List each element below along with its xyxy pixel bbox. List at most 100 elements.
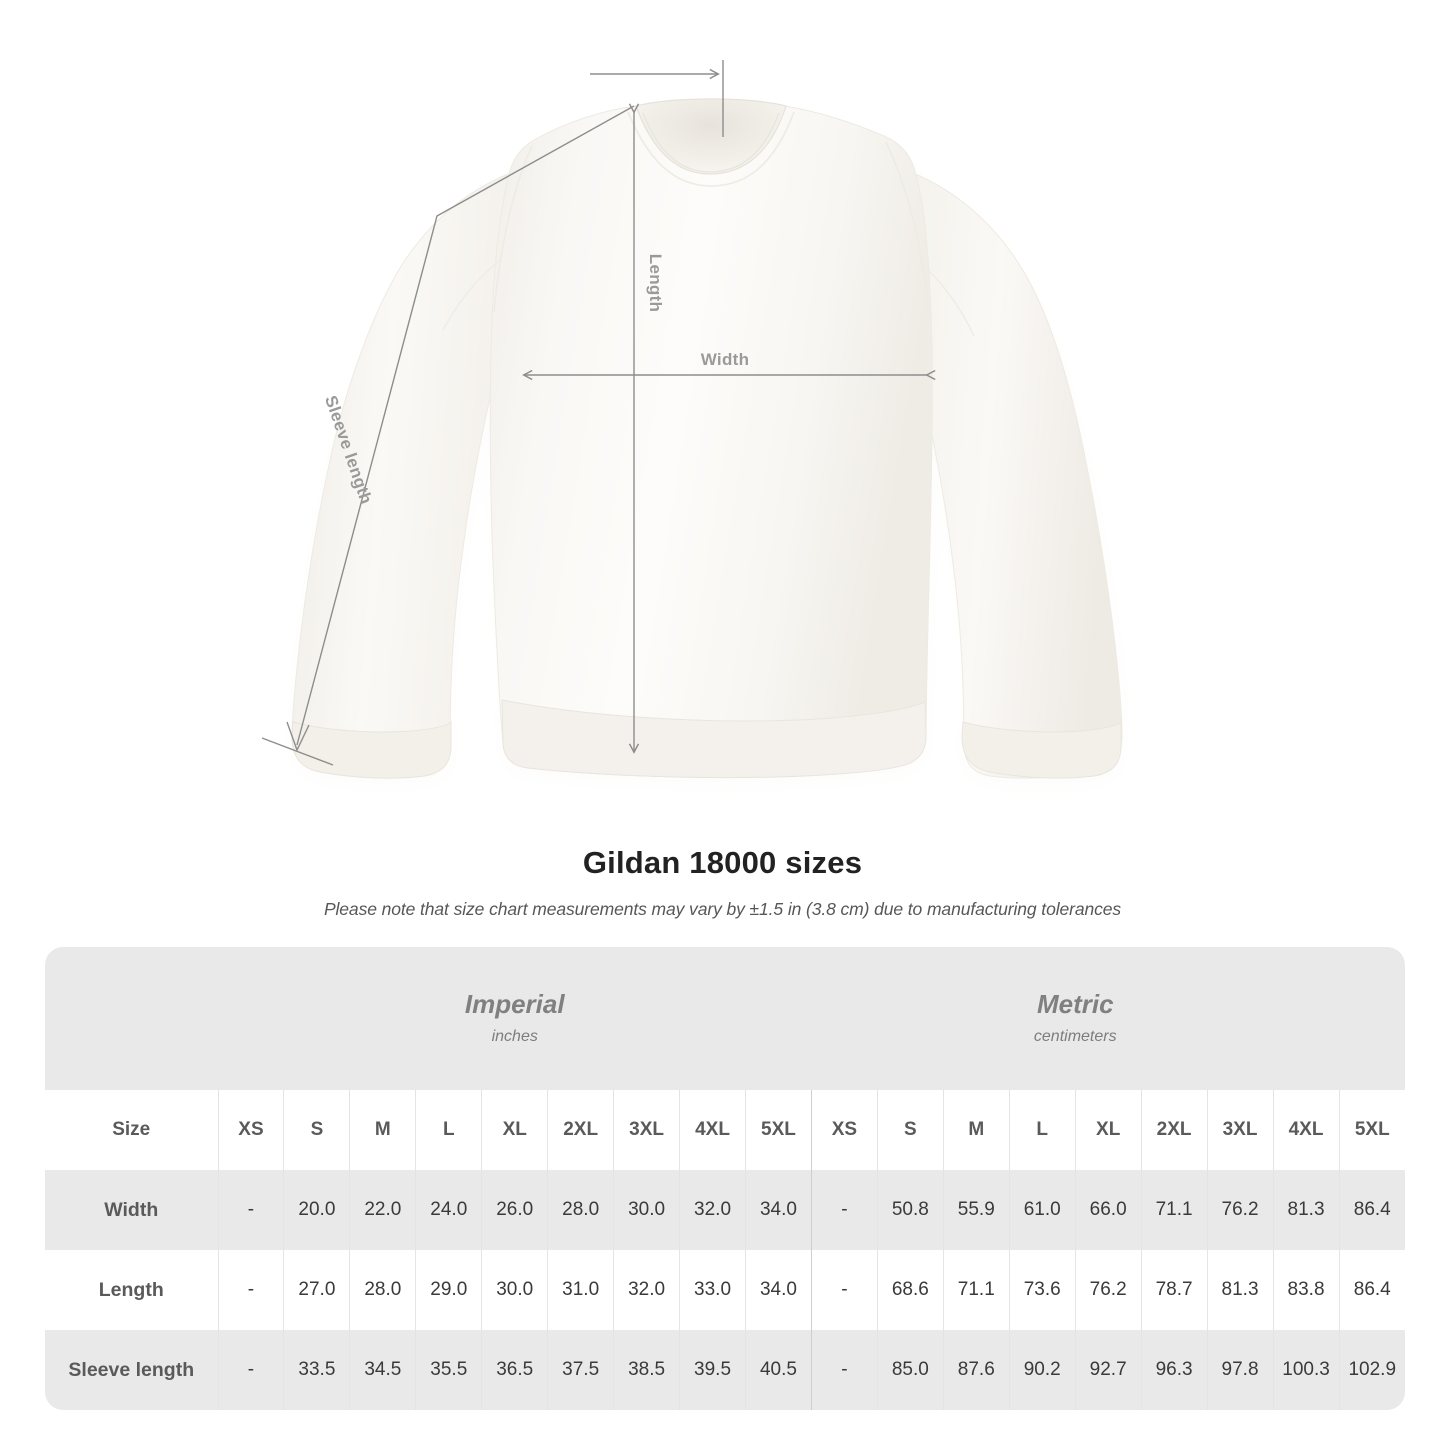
header-metric-2xl: 2XL	[1140, 1090, 1208, 1170]
cell-length-imperial-l: 29.0	[415, 1250, 482, 1330]
header-metric-s: S	[876, 1090, 944, 1170]
header-size-label: Size	[45, 1090, 218, 1170]
sweatshirt-diagram	[261, 60, 1123, 779]
cell-length-metric-3xl: 81.3	[1206, 1250, 1274, 1330]
header-imperial-xl: XL	[481, 1090, 548, 1170]
cell-width-metric-2xl: 71.1	[1140, 1170, 1208, 1250]
garment-illustration: Width Length Sleeve length	[261, 60, 1123, 779]
unit-banner-row: Imperial inches Metric centimeters	[45, 947, 1405, 1090]
table-row: Width -20.0 22.0 24.0 26.0 28.0 30.0 32.0 34.0-5…	[45, 1170, 1405, 1250]
cell-width-metric-5xl: 86.4	[1338, 1170, 1405, 1250]
dimension-lines	[261, 60, 927, 766]
width-label: Width	[700, 350, 750, 369]
cell-width-metric-l: 61.0	[1008, 1170, 1076, 1250]
cell-sleeve-length-metric-5xl: 102.9	[1338, 1330, 1405, 1410]
cell-length-imperial-s: 27.0	[283, 1250, 350, 1330]
cell-length-imperial-4xl: 33.0	[679, 1250, 746, 1330]
cell-width-imperial-2xl: 28.0	[547, 1170, 614, 1250]
cell-length-imperial-5xl: 34.0	[745, 1250, 812, 1330]
row-label-length: Length	[45, 1250, 218, 1330]
unit-cell-imperial: Imperial inches	[218, 947, 812, 1090]
cell-length-metric-4xl: 83.8	[1272, 1250, 1340, 1330]
sleeve-end-tick	[261, 737, 334, 766]
cell-length-metric-5xl: 86.4	[1338, 1250, 1405, 1330]
cell-sleeve-length-metric-xs: -	[810, 1330, 878, 1410]
sleeve-dimension-line	[296, 105, 635, 746]
cell-width-metric-m: 55.9	[942, 1170, 1010, 1250]
header-imperial-l: L	[415, 1090, 482, 1170]
cell-length-metric-xs: -	[810, 1250, 878, 1330]
cell-width-metric-xs: -	[810, 1170, 878, 1250]
cell-sleeve-length-imperial-3xl: 38.5	[613, 1330, 680, 1410]
cell-sleeve-length-metric-4xl: 100.3	[1272, 1330, 1340, 1410]
row-label-width: Width	[45, 1170, 218, 1250]
header-imperial-m: M	[349, 1090, 416, 1170]
unit-sub-metric: centimeters	[1033, 1027, 1117, 1045]
cell-sleeve-length-imperial-m: 34.5	[349, 1330, 416, 1410]
cell-width-imperial-s: 20.0	[283, 1170, 350, 1250]
cell-width-imperial-5xl: 34.0	[745, 1170, 812, 1250]
banner-spacer-right	[1339, 947, 1405, 1090]
cell-sleeve-length-metric-s: 85.0	[876, 1330, 944, 1410]
cell-sleeve-length-imperial-l: 35.5	[415, 1330, 482, 1410]
header-imperial-s: S	[283, 1090, 350, 1170]
table-row: Sleeve length -33.5 34.5 35.5 36.5 37.5 38.5 39…	[45, 1330, 1405, 1410]
header-imperial-3xl: 3XL	[613, 1090, 680, 1170]
cell-sleeve-length-metric-2xl: 96.3	[1140, 1330, 1208, 1410]
header-metric-5xl: 5XL	[1338, 1090, 1405, 1170]
cell-width-imperial-xs: -	[217, 1170, 284, 1250]
cell-sleeve-length-metric-3xl: 97.8	[1206, 1330, 1274, 1410]
unit-cell-metric: Metric centimeters	[811, 947, 1340, 1090]
header-imperial-4xl: 4XL	[679, 1090, 746, 1170]
cell-sleeve-length-imperial-2xl: 37.5	[547, 1330, 614, 1410]
header-imperial-5xl: 5XL	[745, 1090, 812, 1170]
cell-width-imperial-l: 24.0	[415, 1170, 482, 1250]
tolerance-note: Please note that size chart measurements…	[323, 899, 1122, 919]
cell-length-metric-l: 73.6	[1008, 1250, 1076, 1330]
unit-name-metric: Metric	[1036, 989, 1114, 1020]
table-row: Length -27.0 28.0 29.0 30.0 31.0 32.0 33.0 34.0-…	[45, 1250, 1405, 1330]
cell-length-metric-xl: 76.2	[1074, 1250, 1142, 1330]
sweatshirt-shape	[291, 98, 1123, 779]
cell-width-metric-4xl: 81.3	[1272, 1170, 1340, 1250]
size-chart-table-wrapper: Imperial inches Metric centimeters Size XS S M L…	[45, 947, 1405, 1410]
cell-sleeve-length-metric-m: 87.6	[942, 1330, 1010, 1410]
cell-sleeve-length-metric-l: 90.2	[1008, 1330, 1076, 1410]
unit-sub-imperial: inches	[491, 1027, 538, 1045]
cell-width-metric-xl: 66.0	[1074, 1170, 1142, 1250]
header-metric-m: M	[942, 1090, 1010, 1170]
cell-sleeve-length-imperial-xs: -	[217, 1330, 284, 1410]
header-metric-3xl: 3XL	[1206, 1090, 1274, 1170]
unit-name-imperial: Imperial	[464, 989, 565, 1020]
length-label: Length	[646, 253, 665, 313]
cell-sleeve-length-metric-xl: 92.7	[1074, 1330, 1142, 1410]
cell-sleeve-length-imperial-5xl: 40.5	[745, 1330, 812, 1410]
cell-width-imperial-xl: 26.0	[481, 1170, 548, 1250]
size-chart-table: Imperial inches Metric centimeters Size XS S M L…	[45, 947, 1405, 1410]
cell-width-imperial-3xl: 30.0	[613, 1170, 680, 1250]
cell-length-imperial-2xl: 31.0	[547, 1250, 614, 1330]
header-metric-xs: XS	[810, 1090, 878, 1170]
cell-length-metric-s: 68.6	[876, 1250, 944, 1330]
cell-sleeve-length-imperial-xl: 36.5	[481, 1330, 548, 1410]
cell-sleeve-length-imperial-4xl: 39.5	[679, 1330, 746, 1410]
header-metric-4xl: 4XL	[1272, 1090, 1340, 1170]
page-title: Gildan 18000 sizes	[582, 845, 863, 880]
row-label-sleeve-length: Sleeve length	[45, 1330, 218, 1410]
cell-width-metric-s: 50.8	[876, 1170, 944, 1250]
cell-length-metric-2xl: 78.7	[1140, 1250, 1208, 1330]
cell-length-metric-m: 71.1	[942, 1250, 1010, 1330]
size-header-row: Size XS S M L XL 2XL 3XL 4XL 5XL XS S M L XL 2XL 3XL 4XL 5…	[45, 1090, 1405, 1170]
cell-length-imperial-3xl: 32.0	[613, 1250, 680, 1330]
cell-length-imperial-xs: -	[217, 1250, 284, 1330]
header-imperial-2xl: 2XL	[547, 1090, 614, 1170]
cell-length-imperial-m: 28.0	[349, 1250, 416, 1330]
header-imperial-xs: XS	[217, 1090, 284, 1170]
header-metric-l: L	[1008, 1090, 1076, 1170]
header-metric-xl: XL	[1074, 1090, 1142, 1170]
title-block: Gildan 18000 sizes Please note that size…	[0, 845, 1445, 920]
cell-length-imperial-xl: 30.0	[481, 1250, 548, 1330]
cell-width-metric-3xl: 76.2	[1206, 1170, 1274, 1250]
cell-width-imperial-4xl: 32.0	[679, 1170, 746, 1250]
cell-sleeve-length-imperial-s: 33.5	[283, 1330, 350, 1410]
